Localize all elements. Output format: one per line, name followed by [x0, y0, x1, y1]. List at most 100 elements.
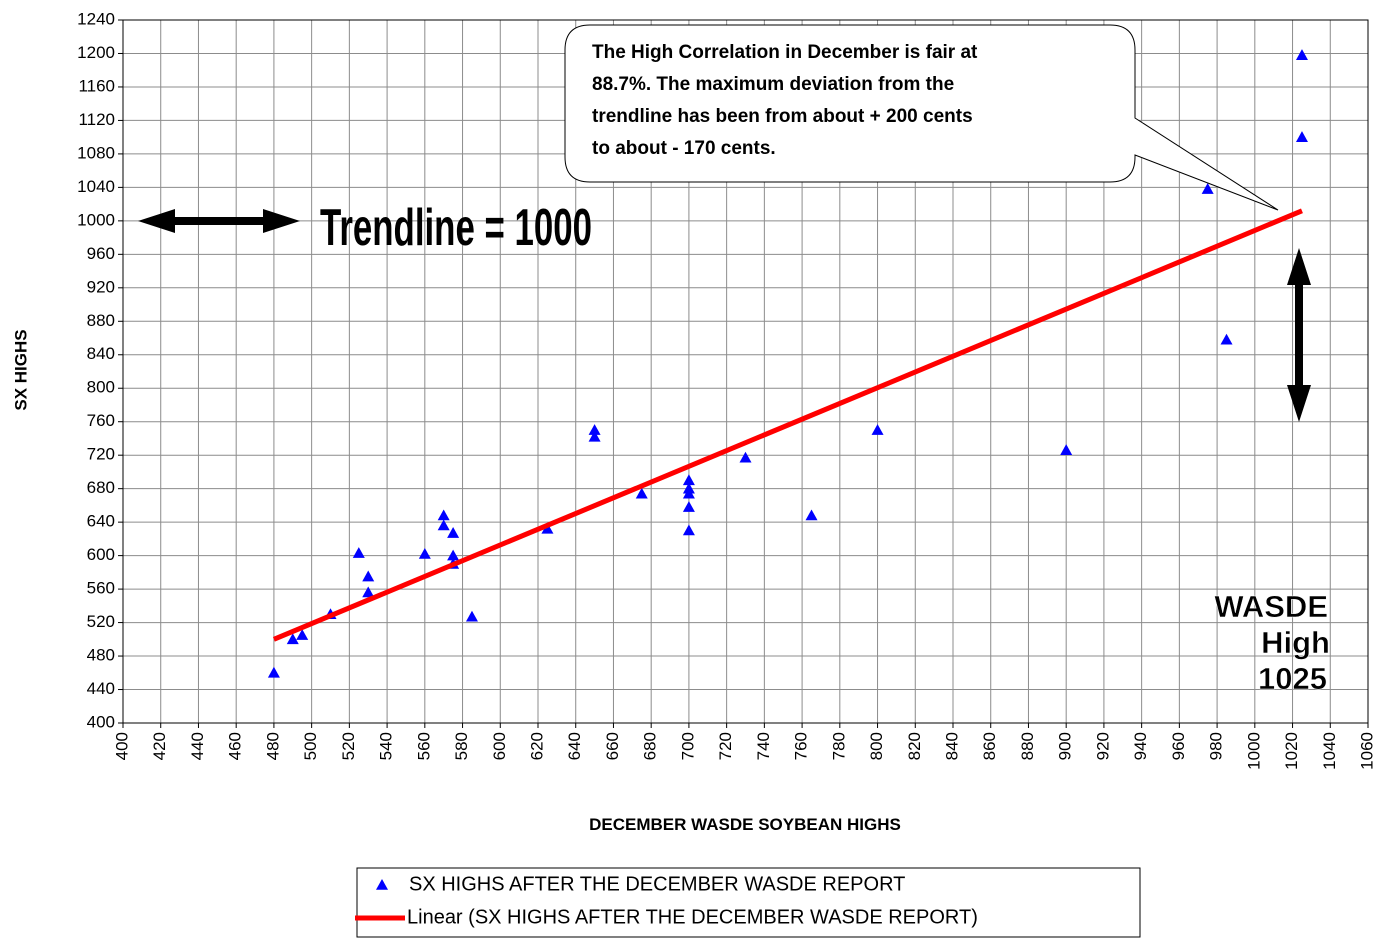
- x-tick-label: 420: [150, 732, 169, 760]
- y-tick-label: 1240: [77, 9, 115, 28]
- y-tick-label: 1200: [77, 43, 115, 62]
- y-tick-label: 960: [87, 244, 115, 263]
- y-tick-label: 880: [87, 311, 115, 330]
- point: [588, 424, 601, 435]
- x-tick-label: 720: [716, 732, 735, 760]
- x-tick-label: 580: [452, 732, 471, 760]
- point: [1201, 183, 1214, 194]
- x-tick-label: 960: [1169, 732, 1188, 760]
- marks: [267, 49, 1308, 678]
- x-tick-label: 540: [377, 732, 396, 760]
- wasde-line: 1025: [1258, 661, 1327, 696]
- x-tick-label: 980: [1207, 732, 1226, 760]
- callout-line: 88.7%. The maximum deviation from the: [592, 74, 954, 95]
- legend-entries: SX HIGHS AFTER THE DECEMBER WASDE REPORT…: [355, 873, 978, 928]
- trendline: [272, 208, 1303, 642]
- point: [352, 547, 365, 558]
- point: [1295, 49, 1308, 60]
- x-tick-label: 680: [641, 732, 660, 760]
- legend: [356, 867, 1141, 938]
- point: [739, 451, 752, 463]
- legend-label: SX HIGHS AFTER THE DECEMBER WASDE REPORT: [409, 873, 905, 895]
- x-tick-label: 880: [1018, 732, 1037, 760]
- y-tick-label: 1000: [77, 210, 115, 229]
- point: [267, 666, 280, 678]
- point: [682, 487, 695, 499]
- point: [296, 629, 309, 640]
- wasde-line: High: [1261, 625, 1330, 660]
- x-axis-label: DECEMBER WASDE SOYBEAN HIGHS: [589, 815, 901, 834]
- point: [437, 509, 450, 521]
- point: [871, 424, 884, 435]
- callout-line: to about - 170 cents.: [592, 138, 776, 159]
- point: [1295, 131, 1308, 142]
- point: [635, 487, 648, 499]
- y-axis-label: SX HIGHS: [11, 329, 30, 410]
- point: [362, 586, 375, 598]
- x-tick-label: 520: [339, 732, 358, 760]
- x-tick-label: 840: [942, 732, 961, 760]
- x-tick-label: 1040: [1320, 732, 1339, 770]
- legend-label: Linear (SX HIGHS AFTER THE DECEMBER WASD…: [407, 906, 978, 928]
- y-tick-label: 1040: [77, 177, 115, 196]
- y-tick-label: 920: [87, 277, 115, 296]
- y-tick-label: 1080: [77, 143, 115, 162]
- x-tick-label: 460: [226, 732, 245, 760]
- y-tick-label: 840: [87, 344, 115, 363]
- x-tick-label: 780: [829, 732, 848, 760]
- point: [682, 524, 695, 536]
- x-tick-label: 600: [490, 732, 509, 760]
- point: [682, 474, 695, 486]
- x-tick-label: 700: [678, 732, 697, 760]
- x-tick-label: 640: [565, 732, 584, 760]
- y-tick-label: 800: [87, 378, 115, 397]
- y-tick-label: 640: [87, 512, 115, 531]
- x-tick-label: 660: [603, 732, 622, 760]
- plot-border: [122, 19, 1369, 724]
- point: [362, 570, 375, 582]
- callout-line: The High Correlation in December is fair…: [592, 42, 978, 63]
- x-tick-label: 800: [867, 732, 886, 760]
- x-tick-label: 860: [980, 732, 999, 760]
- point: [541, 522, 554, 534]
- y-tick-label: 440: [87, 679, 115, 698]
- y-tick-label: 720: [87, 445, 115, 464]
- point: [1220, 333, 1233, 345]
- point: [437, 519, 450, 531]
- callout-bubble: [564, 24, 1279, 211]
- x-tick-label: 900: [1056, 732, 1075, 760]
- callout-line: trendline has been from about + 200 cent…: [592, 106, 973, 127]
- x-tick-label: 620: [527, 732, 546, 760]
- x-tick-label: 940: [1131, 732, 1150, 760]
- point: [588, 430, 601, 442]
- y-tick-label: 680: [87, 478, 115, 497]
- x-tick-label: 1020: [1282, 732, 1301, 770]
- y-tick-label: 760: [87, 411, 115, 430]
- y-tick-label: 400: [87, 712, 115, 731]
- arrow: [1287, 248, 1311, 422]
- x-tick-label: 400: [112, 732, 131, 760]
- wasde-line: WASDE: [1214, 589, 1328, 624]
- x-tick-label: 740: [754, 732, 773, 760]
- y-tick-label: 1160: [78, 76, 115, 95]
- grid: [118, 19, 1369, 728]
- point: [447, 527, 460, 538]
- x-tick-label: 760: [792, 732, 811, 760]
- point: [447, 549, 460, 561]
- x-tick-label: 560: [414, 732, 433, 760]
- point: [682, 501, 695, 512]
- trendline-annotation: Trendline = 1000: [320, 199, 592, 257]
- x-tick-label: 500: [301, 732, 320, 760]
- arrow: [138, 209, 300, 233]
- y-tick-label: 1120: [78, 110, 115, 129]
- callout-text: The High Correlation in December is fair…: [592, 42, 978, 159]
- y-tick-label: 560: [87, 579, 115, 598]
- y-tick-label: 520: [87, 612, 115, 631]
- x-tick-label: 480: [263, 732, 282, 760]
- point: [805, 509, 818, 521]
- point: [418, 547, 431, 559]
- x-tick-label: 1000: [1244, 732, 1263, 770]
- x-tick-label: 1060: [1357, 732, 1376, 770]
- point: [465, 610, 478, 622]
